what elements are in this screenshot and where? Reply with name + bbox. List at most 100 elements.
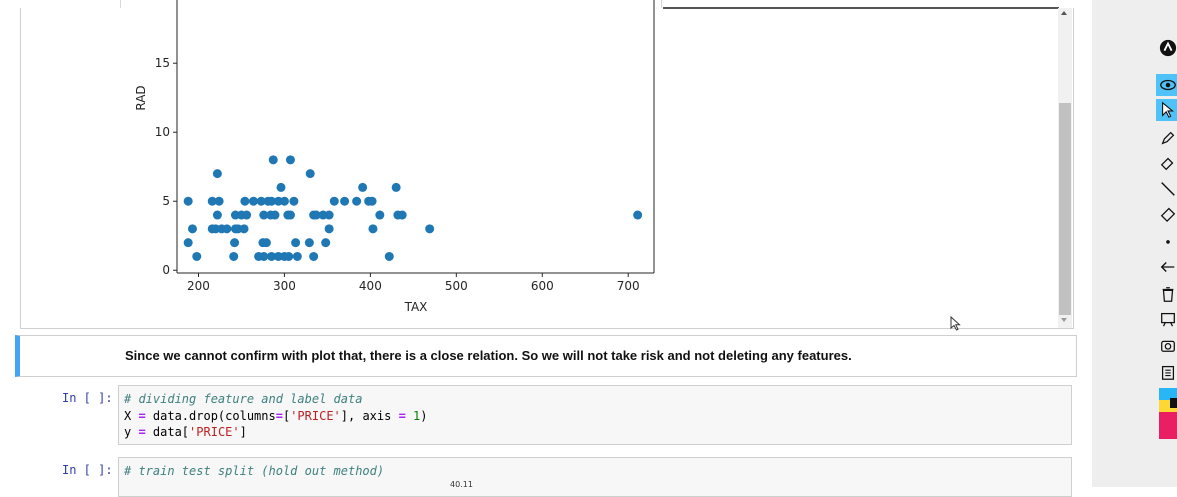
data-point (270, 210, 280, 220)
data-point (285, 210, 295, 220)
data-point (391, 182, 401, 192)
plot-axes (176, 0, 655, 274)
data-point (285, 155, 295, 165)
cell-prompt: In [ ]: (62, 463, 113, 477)
data-point (192, 251, 202, 261)
data-point (311, 210, 321, 220)
data-point (248, 196, 258, 206)
data-point (240, 196, 250, 206)
data-point (183, 238, 193, 248)
data-point (279, 196, 289, 206)
data-point (291, 238, 301, 248)
data-point (309, 251, 319, 261)
code-line: y = data['PRICE'] (124, 425, 247, 439)
data-point (352, 196, 362, 206)
line-icon[interactable] (1156, 177, 1177, 199)
x-ticks: 200 300 400 500 600 700 (187, 273, 640, 293)
eraser-icon[interactable] (1156, 202, 1177, 224)
scroll-up-icon[interactable] (1061, 11, 1067, 15)
data-point (368, 224, 378, 234)
data-point (367, 196, 377, 206)
undo-icon[interactable] (1156, 256, 1177, 278)
output-scrollbar-thumb[interactable] (1059, 103, 1071, 315)
scroll-down-icon[interactable] (1061, 318, 1067, 322)
eye-icon[interactable] (1156, 74, 1177, 96)
data-point (229, 251, 239, 261)
data-point (230, 238, 240, 248)
output-divider (663, 7, 1059, 9)
annotation-toolbar (1156, 32, 1177, 442)
data-point (633, 210, 643, 220)
data-point (267, 196, 277, 206)
data-point (425, 224, 435, 234)
whiteboard-icon[interactable] (1156, 308, 1177, 330)
data-point (183, 196, 193, 206)
y-tick-label: 15 (155, 56, 170, 70)
data-point (375, 210, 385, 220)
data-point (276, 182, 286, 192)
data-point (340, 196, 350, 206)
data-point (384, 251, 394, 261)
color-swatch[interactable] (1159, 388, 1177, 400)
logo-icon[interactable] (1156, 37, 1177, 59)
code-line: # train test split (hold out method) (124, 463, 1071, 480)
scatter-plot: 200 300 400 500 600 700 0 5 10 15 TAX RAD (134, 0, 655, 314)
data-point (207, 196, 217, 206)
markdown-text: Since we cannot confirm with plot that, … (125, 348, 852, 363)
output-area (20, 8, 1074, 329)
camera-icon[interactable] (1156, 334, 1177, 356)
data-point (259, 210, 269, 220)
data-point (292, 251, 302, 261)
y-ticks: 0 5 10 15 (155, 56, 177, 277)
data-point (304, 238, 314, 248)
data-point (358, 182, 368, 192)
y-tick-label: 10 (155, 125, 170, 139)
data-point (305, 169, 315, 179)
data-point (284, 251, 294, 261)
pointer-icon[interactable] (1156, 99, 1177, 121)
trash-icon[interactable] (1156, 283, 1177, 305)
code-line: X = data.drop(columns=['PRICE'], axis = … (124, 408, 428, 423)
data-point (214, 196, 224, 206)
data-point (289, 196, 299, 206)
code-line: # dividing feature and label data (124, 391, 1071, 408)
data-point (259, 251, 269, 261)
cell-prompt: In [ ]: (62, 391, 113, 405)
code-cell[interactable]: # train test split (hold out method) (118, 457, 1072, 497)
data-point (329, 196, 339, 206)
data-point (212, 169, 222, 179)
data-point (324, 210, 334, 220)
x-tick-label: 300 (273, 279, 296, 293)
x-tick-label: 700 (617, 279, 640, 293)
data-point (267, 251, 277, 261)
dot-icon[interactable] (1156, 230, 1177, 252)
code-comment: # train test split (hold out method) (124, 464, 385, 478)
data-point (261, 238, 271, 248)
y-axis-label: RAD (134, 85, 148, 110)
highlighter-icon[interactable] (1156, 152, 1177, 174)
data-point (242, 210, 252, 220)
data-point (324, 224, 334, 234)
color-swatch[interactable] (1159, 412, 1177, 439)
data-point (222, 224, 232, 234)
data-point (212, 210, 222, 220)
color-swatch-black[interactable] (1170, 398, 1177, 408)
data-point (397, 210, 407, 220)
x-tick-label: 200 (187, 279, 210, 293)
data-point (256, 196, 266, 206)
data-point (187, 224, 197, 234)
tooltip-text: 40.11 (450, 480, 473, 489)
code-cell[interactable]: # dividing feature and label data X = da… (118, 385, 1072, 445)
data-point (239, 224, 249, 234)
y-tick-label: 5 (162, 194, 170, 208)
markdown-cell[interactable]: Since we cannot confirm with plot that, … (15, 335, 1077, 377)
x-axis-label: TAX (404, 300, 428, 314)
data-point (268, 155, 278, 165)
mouse-cursor-icon (950, 315, 962, 336)
clipboard-icon[interactable] (1156, 361, 1177, 383)
x-tick-label: 600 (531, 279, 554, 293)
x-tick-label: 500 (445, 279, 468, 293)
pen-icon[interactable] (1156, 127, 1177, 149)
x-tick-label: 400 (359, 279, 382, 293)
y-tick-label: 0 (162, 263, 170, 277)
